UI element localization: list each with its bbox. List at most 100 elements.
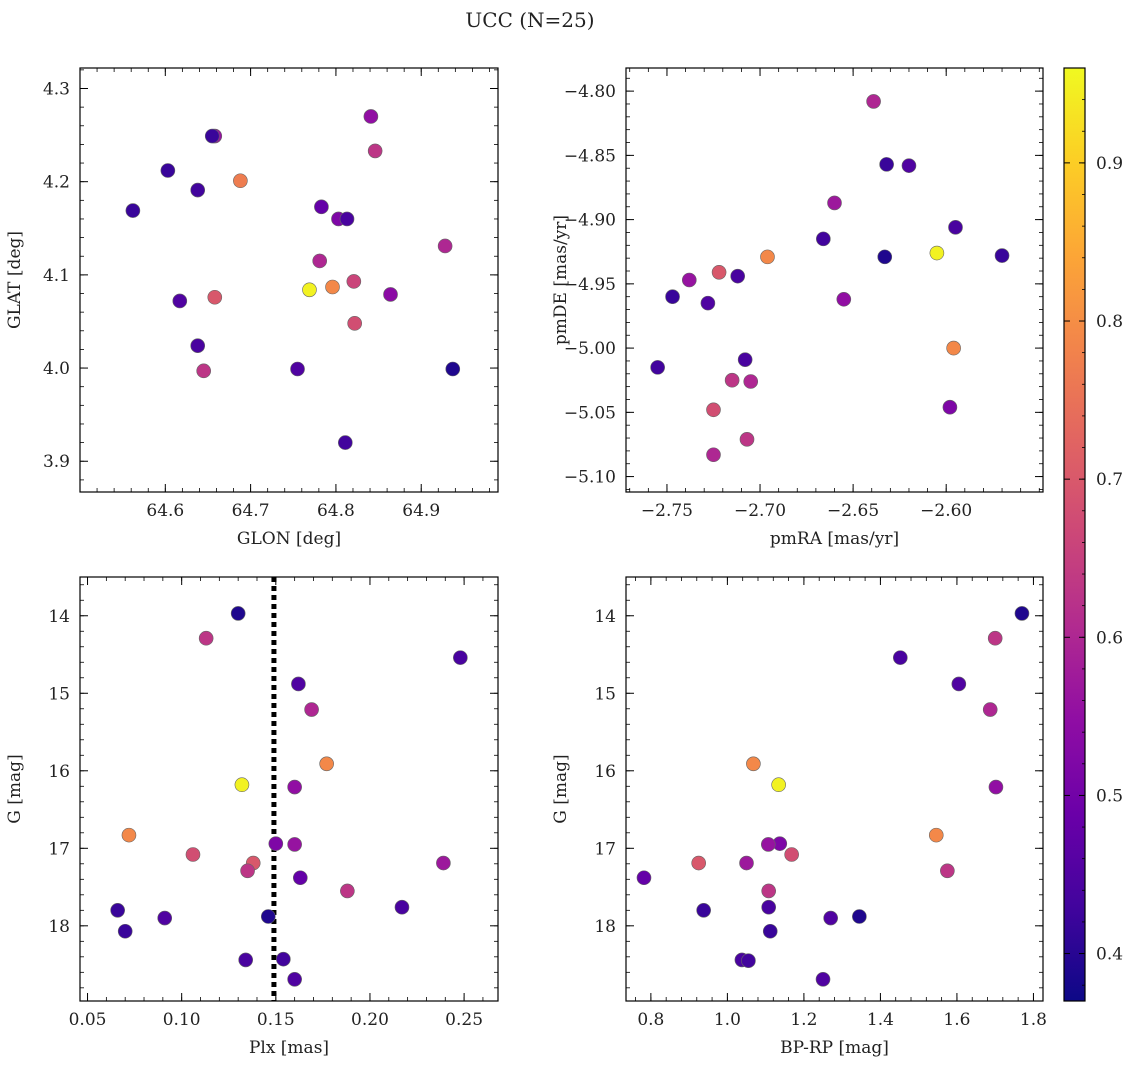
data-point: [1014, 606, 1030, 621]
y-tick-label: 18: [48, 917, 70, 937]
data-point: [260, 909, 276, 924]
data-point: [445, 361, 461, 377]
data-point: [737, 352, 753, 367]
y-tick-label: 4.2: [43, 173, 70, 193]
data-point: [190, 182, 206, 198]
colorbar-tick-label: 0.4: [1096, 945, 1123, 965]
data-point: [125, 203, 141, 218]
y-tick-label: 15: [594, 684, 616, 704]
axes-frame: [79, 576, 499, 1002]
data-point: [185, 847, 201, 862]
data-point: [436, 855, 451, 871]
colorbar: 0.4 0.5 0.6 0.7 0.8 0.9: [1063, 67, 1123, 1002]
scatter-panel-pmra-pmde: −2.75 −2.70 −2.65 −2.60 −5.10 −5.05 −5.00 −4.95…: [551, 67, 1044, 549]
data-point: [823, 910, 838, 926]
data-point: [982, 702, 998, 717]
colorbar-tick-label: 0.8: [1096, 312, 1123, 332]
data-point: [760, 249, 775, 265]
figure-title: UCC (N=25): [465, 8, 594, 32]
data-point: [994, 248, 1010, 263]
x-tick-label: 1.0: [714, 1010, 741, 1030]
y-tick-label: 4.1: [43, 266, 70, 286]
y-tick-label: 14: [594, 607, 616, 627]
y-tick-label: 4.0: [43, 359, 70, 379]
data-point: [383, 287, 398, 302]
data-point: [730, 268, 745, 284]
y-tick-label: 14: [48, 607, 70, 627]
y-axis-label: pmDE [mas/yr]: [551, 215, 571, 345]
data-point: [204, 128, 220, 144]
data-point: [304, 702, 319, 717]
data-point: [706, 402, 721, 418]
data-point: [117, 923, 133, 939]
y-tick-label: −5.05: [564, 403, 616, 423]
data-point: [394, 899, 410, 915]
data-point: [314, 199, 329, 215]
data-point: [711, 264, 727, 280]
data-point: [160, 163, 176, 178]
data-point: [877, 249, 893, 265]
colorbar-tick-label: 0.5: [1096, 786, 1123, 806]
x-tick-label: 0.10: [163, 1010, 201, 1030]
colorbar-gradient: [1063, 67, 1086, 1002]
x-tick-label: 0.20: [351, 1010, 389, 1030]
data-point: [292, 870, 308, 886]
data-point: [741, 953, 756, 968]
data-point: [743, 374, 759, 389]
x-tick-label: 0.15: [257, 1010, 295, 1030]
data-point: [196, 363, 211, 379]
data-point: [340, 883, 355, 899]
data-point: [836, 291, 852, 307]
data-point: [948, 220, 963, 235]
data-point: [110, 903, 125, 918]
y-tick-label: 16: [48, 762, 70, 782]
data-point: [240, 863, 255, 879]
x-tick-label: 0.8: [637, 1010, 664, 1030]
data-point: [762, 923, 778, 939]
y-tick-label: 4.3: [43, 80, 70, 100]
data-point: [928, 827, 944, 843]
data-point: [761, 899, 776, 915]
data-point: [437, 238, 453, 254]
x-tick-label: 0.25: [445, 1010, 483, 1030]
colorbar-tick-label: 0.7: [1096, 470, 1123, 490]
data-point: [739, 855, 754, 871]
x-tick-label: 64.7: [232, 501, 270, 521]
x-axis-label: BP-RP [mag]: [780, 1038, 889, 1058]
data-point: [312, 253, 328, 269]
x-tick-label: 64.6: [146, 501, 184, 521]
data-point: [988, 779, 1004, 795]
data-point: [338, 435, 353, 450]
data-point: [816, 231, 831, 247]
data-point: [746, 756, 761, 772]
data-point: [287, 779, 302, 795]
data-point: [815, 971, 831, 987]
x-tick-label: 1.2: [790, 1010, 817, 1030]
y-tick-label: −4.85: [564, 146, 616, 166]
x-tick-label: 0.05: [69, 1010, 107, 1030]
data-point: [172, 293, 188, 309]
data-point: [691, 855, 706, 871]
axes-frame: [625, 576, 1044, 1002]
data-point: [121, 827, 137, 843]
y-axis-label: G [mag]: [5, 754, 25, 823]
data-point: [706, 447, 721, 463]
data-point: [852, 909, 867, 924]
data-point: [339, 211, 355, 227]
x-tick-label: 1.8: [1020, 1010, 1047, 1030]
x-tick-label: 1.4: [867, 1010, 894, 1030]
colorbar-tick-label: 0.6: [1096, 628, 1123, 648]
y-axis-label: G [mag]: [551, 754, 571, 823]
data-point: [198, 630, 214, 646]
x-tick-label: 1.6: [943, 1010, 970, 1030]
data-point: [951, 676, 967, 692]
data-point: [287, 837, 302, 852]
y-tick-label: 18: [594, 917, 616, 937]
x-tick-label: −2.60: [920, 501, 972, 521]
data-point: [230, 606, 246, 621]
data-point: [866, 94, 881, 109]
data-point: [207, 289, 223, 305]
data-point: [761, 883, 776, 899]
data-point: [987, 630, 1003, 646]
